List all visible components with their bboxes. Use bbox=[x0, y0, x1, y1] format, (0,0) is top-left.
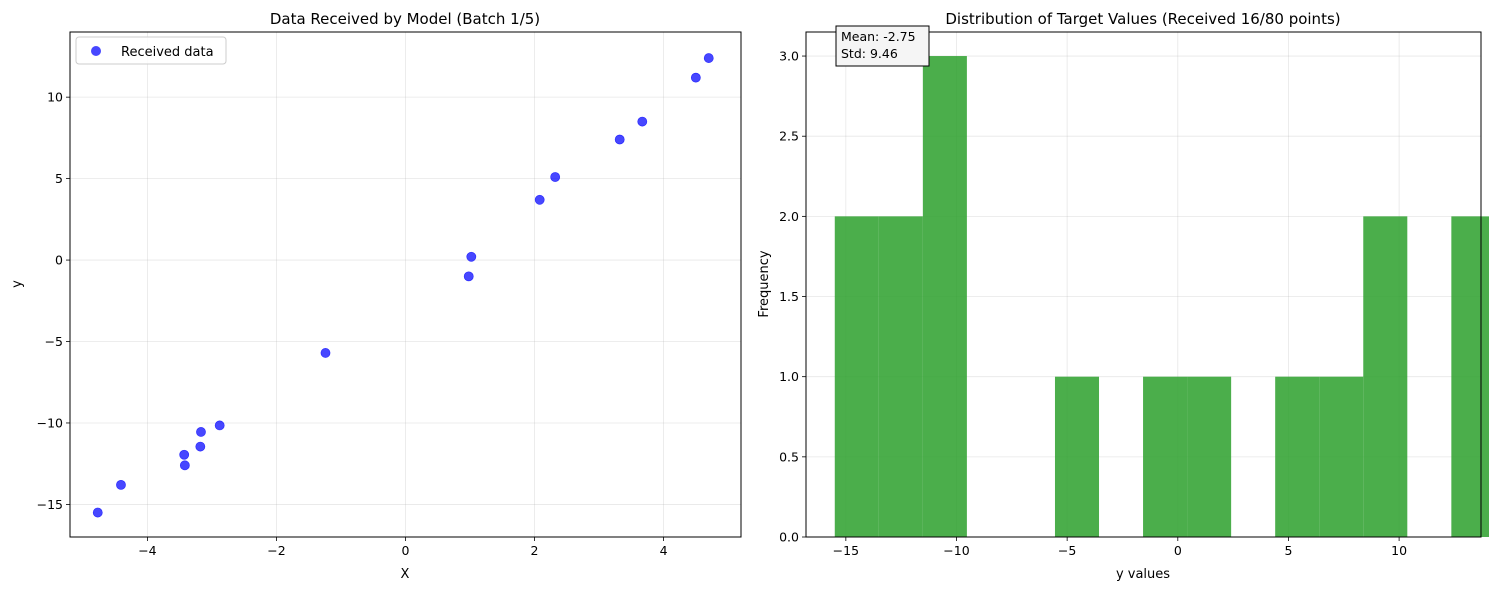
scatter-y-tick-label: 10 bbox=[47, 90, 63, 105]
scatter-panel: Data Received by Model (Batch 1/5) −4 −2 0… bbox=[10, 10, 742, 582]
histogram-y-tick-label: 3.0 bbox=[779, 49, 799, 64]
histogram-bar bbox=[878, 216, 923, 537]
histogram-bar bbox=[1363, 216, 1408, 537]
legend-label: Received data bbox=[121, 45, 214, 60]
scatter-point bbox=[214, 420, 225, 431]
scatter-x-axis-label: X bbox=[401, 567, 410, 582]
histogram-bar bbox=[1187, 376, 1232, 537]
scatter-point bbox=[703, 53, 714, 63]
histogram-bar bbox=[922, 56, 967, 538]
scatter-y-tick-label: −15 bbox=[37, 497, 63, 512]
histogram-y-tick-label: 2.0 bbox=[779, 209, 799, 224]
histogram-y-tick-label: 0.5 bbox=[779, 449, 799, 464]
histogram-bar bbox=[1054, 376, 1100, 537]
scatter-point bbox=[637, 116, 648, 127]
histogram-y-tick-label: 2.5 bbox=[779, 129, 799, 144]
legend-box bbox=[75, 36, 227, 65]
histogram-x-tick-label: −10 bbox=[943, 543, 969, 558]
histogram-y-tick-label: 1.5 bbox=[779, 289, 799, 304]
histogram-x-tick-label: −15 bbox=[833, 543, 859, 558]
scatter-plot-frame bbox=[69, 31, 742, 538]
scatter-point bbox=[196, 427, 206, 437]
histogram-bar bbox=[1275, 376, 1320, 537]
histogram-panel: Distribution of Target Values (Received … bbox=[757, 10, 1489, 582]
scatter-point bbox=[320, 348, 331, 358]
histogram-y-tick-label: 0.0 bbox=[779, 530, 799, 545]
scatter-points bbox=[92, 53, 714, 518]
scatter-point bbox=[116, 479, 126, 490]
histogram-y-tick-label: 1.0 bbox=[779, 369, 799, 384]
histogram-bar bbox=[1451, 216, 1489, 537]
histogram-bar bbox=[834, 216, 879, 537]
scatter-x-tick-label: 0 bbox=[402, 543, 410, 558]
scatter-point bbox=[179, 460, 190, 471]
scatter-title: Data Received by Model (Batch 1/5) bbox=[270, 10, 540, 28]
scatter-point bbox=[463, 271, 474, 282]
scatter-point bbox=[534, 194, 545, 205]
scatter-y-tick-label: 0 bbox=[55, 253, 63, 268]
scatter-point bbox=[92, 507, 103, 518]
histogram-x-tick-label: 0 bbox=[1174, 543, 1182, 558]
stats-box bbox=[835, 25, 930, 67]
scatter-point bbox=[550, 172, 561, 182]
scatter-y-tick-label: −10 bbox=[37, 415, 63, 430]
histogram-bars bbox=[834, 56, 1489, 538]
scatter-point bbox=[195, 441, 206, 452]
histogram-bar bbox=[1143, 376, 1188, 537]
scatter-grid bbox=[70, 32, 741, 537]
scatter-legend: Received data bbox=[75, 36, 227, 65]
histogram-x-tick-label: −5 bbox=[1058, 543, 1076, 558]
scatter-ticks: −4 −2 0 2 4 −15 −10 −5 0 5 10 bbox=[37, 90, 668, 558]
histogram-x-axis-label: y values bbox=[1116, 567, 1170, 582]
histogram-x-tick-label: 5 bbox=[1284, 543, 1292, 558]
histogram-x-tick-label: 10 bbox=[1391, 543, 1407, 558]
histogram-bar bbox=[1319, 376, 1364, 537]
scatter-x-tick-label: −2 bbox=[267, 543, 285, 558]
scatter-x-tick-label: 4 bbox=[660, 543, 668, 558]
scatter-point bbox=[179, 449, 190, 460]
histogram-plot-frame bbox=[805, 31, 1482, 538]
stats-mean: Mean: -2.75 bbox=[841, 29, 916, 44]
scatter-x-tick-label: 2 bbox=[531, 543, 539, 558]
scatter-y-tick-label: −5 bbox=[45, 334, 63, 349]
scatter-point bbox=[690, 72, 701, 83]
legend-marker bbox=[91, 46, 101, 56]
scatter-point bbox=[614, 134, 625, 145]
histogram-y-axis-label: Frequency bbox=[757, 250, 772, 317]
stats-annotation: Mean: -2.75 Std: 9.46 bbox=[835, 25, 930, 67]
scatter-point bbox=[466, 251, 477, 262]
stats-std: Std: 9.46 bbox=[841, 46, 898, 61]
histogram-ticks: −15 −10 −5 0 5 10 0.0 0.5 1.0 1.5 2.0 2.5 3.0 bbox=[779, 49, 1407, 558]
scatter-y-axis-label: y bbox=[10, 280, 25, 288]
histogram-title: Distribution of Target Values (Received … bbox=[945, 10, 1340, 28]
scatter-y-tick-label: 5 bbox=[55, 171, 63, 186]
scatter-x-tick-label: −4 bbox=[138, 543, 156, 558]
